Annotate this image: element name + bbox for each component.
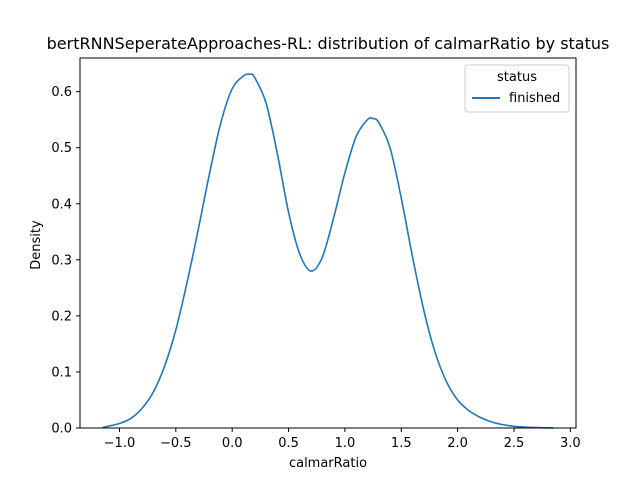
y-tick-label: 0.6 bbox=[51, 85, 72, 100]
x-tick-label: 1.5 bbox=[391, 436, 412, 451]
x-axis: −1.0 −0.5 0.0 0.5 1.0 1.5 2.0 2.5 3.0 bbox=[104, 428, 581, 451]
legend-label-finished: finished bbox=[509, 91, 560, 106]
x-tick-label: 0.5 bbox=[278, 436, 299, 451]
y-tick-label: 0.5 bbox=[51, 141, 72, 156]
y-tick-label: 0.4 bbox=[51, 197, 72, 212]
legend: status finished bbox=[464, 64, 570, 113]
y-axis-label: Density bbox=[29, 220, 44, 270]
y-tick-label: 0.3 bbox=[51, 253, 72, 268]
x-tick-label: −1.0 bbox=[104, 436, 136, 451]
x-axis-label: calmarRatio bbox=[289, 456, 367, 471]
plot-frame bbox=[79, 57, 577, 429]
plot-area bbox=[79, 57, 577, 429]
y-tick-label: 0.0 bbox=[51, 422, 72, 437]
x-tick-label: 0.0 bbox=[222, 436, 243, 451]
x-tick-label: 2.5 bbox=[504, 436, 525, 451]
y-tick-label: 0.1 bbox=[51, 365, 72, 380]
x-tick-label: 2.0 bbox=[447, 436, 468, 451]
legend-box bbox=[464, 64, 570, 113]
legend-title: status bbox=[497, 70, 537, 85]
x-tick-label: 1.0 bbox=[335, 436, 356, 451]
series-line-finished bbox=[102, 73, 554, 429]
x-tick-label: 3.0 bbox=[560, 436, 581, 451]
y-tick-label: 0.2 bbox=[51, 309, 72, 324]
x-tick-label: −0.5 bbox=[160, 436, 192, 451]
y-axis: 0.0 0.1 0.2 0.3 0.4 0.5 0.6 bbox=[51, 85, 80, 437]
chart-title: bertRNNSeperateApproaches-RL: distributi… bbox=[47, 34, 610, 53]
